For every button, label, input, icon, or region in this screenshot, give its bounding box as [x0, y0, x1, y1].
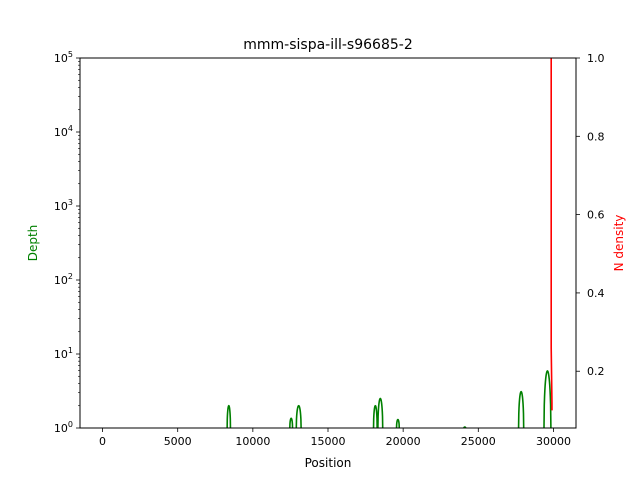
depth-peak [372, 404, 378, 428]
y-right-tick-label: 0.6 [587, 209, 605, 222]
y-left-tick-label: 105 [54, 50, 73, 65]
y-right-axis-label: N density [612, 215, 626, 272]
depth-peak [295, 404, 302, 428]
x-tick-label: 10000 [235, 435, 270, 448]
y-right-tick-label: 1.0 [587, 52, 605, 65]
depth-peak [517, 390, 525, 428]
depth-peak [377, 397, 384, 428]
depth-peak [395, 418, 401, 428]
depth-peak [543, 369, 552, 428]
y-left-tick-label: 100 [54, 420, 73, 435]
x-axis-label: Position [305, 456, 352, 470]
depth-peak [463, 426, 467, 428]
x-tick-label: 25000 [461, 435, 496, 448]
x-tick-label: 5000 [164, 435, 192, 448]
n-density-line [550, 58, 553, 411]
chart-title: mmm-sispa-ill-s96685-2 [243, 37, 412, 53]
y-left-tick-label: 102 [54, 272, 73, 287]
y-left-tick-label: 101 [54, 346, 73, 361]
depth-peak [289, 417, 294, 428]
y-right-tick-label: 0.8 [587, 130, 605, 143]
x-tick-label: 15000 [311, 435, 346, 448]
y-left-axis-label: Depth [26, 225, 40, 262]
y-left-tick-label: 104 [54, 124, 73, 139]
x-tick-label: 20000 [386, 435, 421, 448]
x-tick-label: 30000 [536, 435, 571, 448]
y-right-tick-label: 0.4 [587, 287, 605, 300]
depth-peak [226, 404, 232, 428]
x-tick-label: 0 [99, 435, 106, 448]
y-right-tick-label: 0.2 [587, 365, 605, 378]
y-left-tick-label: 103 [54, 198, 73, 213]
